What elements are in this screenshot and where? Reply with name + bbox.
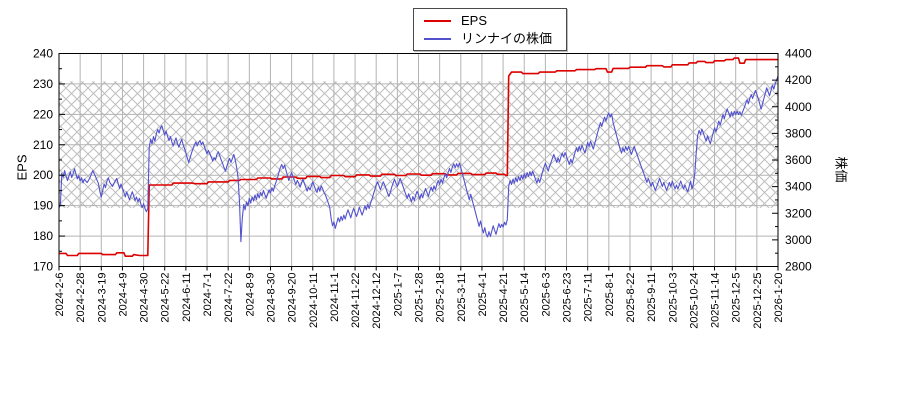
x-tick-label: 2024-5-22: [160, 273, 172, 323]
y-left-tick-label: 240: [33, 47, 53, 61]
y-axis-title-right: 株価: [833, 156, 849, 183]
x-tick-label: 2024-12-12: [371, 273, 383, 329]
y-right-tick-label: 3600: [785, 153, 812, 167]
y-left-tick-label: 220: [33, 107, 53, 121]
stock-line: [58, 75, 779, 243]
x-tick-label: 2024-3-19: [96, 273, 108, 323]
x-tick-label: 2025-3-11: [456, 273, 468, 322]
x-tick-label: 2024-9-20: [287, 273, 299, 323]
legend: EPS リンナイの株価: [413, 8, 568, 51]
eps-line: [59, 57, 778, 258]
x-tick-label: 2025-8-1: [604, 273, 616, 317]
x-tick-label: 2024-8-9: [244, 273, 256, 317]
y-right-tick-label: 3800: [785, 126, 812, 140]
x-tick-label: 2025-1-28: [414, 273, 426, 323]
x-tick-label: 2025-1-7: [392, 273, 404, 317]
x-tick-label: 2024-4-30: [139, 273, 151, 323]
y-left-tick-label: 180: [33, 229, 53, 243]
x-tick-label: 2025-10-3: [667, 273, 679, 323]
y-right-tick-label: 3200: [785, 206, 812, 220]
y-axis-title-left: EPS: [14, 154, 30, 181]
x-tick-label: 2024-4-9: [117, 273, 129, 317]
x-tick-label: 2025-5-14: [519, 273, 531, 323]
y-right-tick-label: 3000: [785, 233, 812, 247]
x-tick-label: 2024-11-1: [329, 273, 341, 322]
y-left-tick-label: 170: [33, 260, 53, 274]
x-tick-label: 2025-10-24: [688, 273, 700, 329]
y-right-tick-label: 2800: [785, 260, 812, 274]
y-right-tick-label: 4400: [785, 47, 812, 61]
y-right-tick-label: 4000: [785, 100, 812, 114]
y-right-tick-label: 3400: [785, 180, 812, 194]
x-tick-label: 2026-1-20: [773, 273, 785, 323]
y-left-tick-label: 230: [33, 77, 53, 91]
y-left-tick-label: 210: [33, 138, 53, 152]
x-tick-label: 2025-8-22: [625, 273, 637, 323]
x-tick-label: 2024-11-22: [350, 273, 362, 328]
x-tick-label: 2025-11-14: [710, 273, 722, 328]
y-right-tick-label: 4200: [785, 73, 812, 87]
x-tick-label: 2024-2-28: [75, 273, 87, 323]
x-tick-label: 2024-2-6: [54, 273, 66, 317]
x-tick-label: 2025-7-11: [583, 273, 595, 322]
x-tick-label: 2025-12-5: [731, 273, 743, 323]
x-tick-label: 2024-8-30: [265, 273, 277, 323]
x-tick-label: 2025-6-3: [540, 273, 552, 317]
x-tick-label: 2024-10-11: [308, 273, 320, 328]
x-tick-label: 2024-7-22: [223, 273, 235, 323]
x-tick-label: 2025-9-11: [646, 273, 658, 322]
y-left-tick-label: 200: [33, 168, 53, 182]
legend-item-eps: EPS: [424, 13, 552, 28]
legend-item-stock: リンナイの株価: [424, 31, 552, 46]
legend-label-stock: リンナイの株価: [461, 31, 553, 46]
legend-label-eps: EPS: [461, 13, 488, 28]
x-tick-label: 2025-4-21: [498, 273, 510, 323]
x-tick-label: 2025-12-25: [752, 273, 764, 329]
stock-line-sample: [424, 37, 451, 40]
eps-line-sample: [424, 19, 451, 22]
x-tick-label: 2025-6-23: [562, 273, 574, 323]
x-tick-label: 2024-6-11: [181, 273, 193, 322]
x-tick-label: 2024-7-1: [202, 273, 214, 317]
x-tick-label: 2025-4-1: [477, 273, 489, 317]
x-tick-label: 2025-2-18: [435, 273, 447, 323]
y-left-tick-label: 190: [33, 199, 53, 213]
